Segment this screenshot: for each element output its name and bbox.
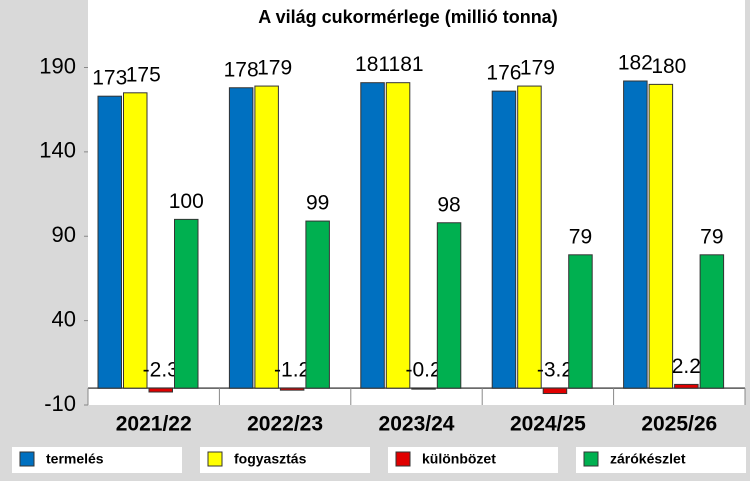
- data-label: 2.2: [672, 355, 701, 378]
- legend-swatch: [395, 451, 411, 467]
- data-label: 182: [618, 52, 653, 75]
- x-tick-label: 2021/22: [116, 413, 192, 436]
- legend-background: [388, 447, 558, 473]
- data-label: 173: [92, 67, 127, 90]
- data-label: 180: [651, 55, 686, 78]
- bar: [305, 220, 330, 389]
- data-label: -3.2: [537, 359, 573, 382]
- bar: [542, 387, 568, 395]
- bar: [228, 87, 254, 389]
- legend-label: termelés: [46, 451, 104, 467]
- data-label: 100: [169, 190, 204, 213]
- legend-label: zárókészlet: [610, 451, 686, 467]
- legend-label: fogyasztás: [234, 451, 307, 467]
- x-tick-label: 2025/26: [641, 413, 717, 436]
- bar: [174, 218, 199, 389]
- data-label: 179: [257, 57, 292, 80]
- bar: [517, 85, 542, 389]
- data-label: 98: [437, 193, 460, 216]
- bar: [436, 222, 462, 389]
- x-tick-label: 2024/25: [510, 413, 586, 436]
- chart-title: A világ cukormérlege (millió tonna): [258, 7, 557, 27]
- bar: [123, 92, 148, 389]
- data-label: 175: [126, 63, 161, 86]
- data-label: -2.3: [143, 359, 179, 382]
- bar: [674, 383, 699, 389]
- bar: [148, 387, 173, 393]
- y-tick-label: 190: [39, 53, 76, 78]
- data-label: 178: [224, 58, 259, 81]
- y-tick-label: -10: [44, 391, 76, 416]
- legend-swatch: [583, 451, 599, 467]
- legend-background: [576, 447, 746, 473]
- data-label: 179: [520, 57, 555, 80]
- legend-label: különbözet: [422, 451, 496, 467]
- bar: [254, 85, 279, 389]
- bar: [623, 80, 648, 389]
- data-label: 79: [569, 225, 592, 248]
- data-label: 181: [389, 53, 424, 76]
- legend-swatch: [207, 451, 223, 467]
- bar: [97, 95, 122, 389]
- bar: [385, 82, 411, 389]
- bar: [411, 387, 436, 390]
- x-tick-label: 2022/23: [247, 413, 323, 436]
- bar: [279, 387, 305, 391]
- bar: [699, 254, 725, 389]
- data-label: 79: [700, 225, 723, 248]
- bar: [648, 83, 674, 389]
- legend-background: [12, 447, 182, 473]
- data-label: 176: [486, 62, 521, 85]
- bar: [568, 254, 593, 389]
- y-tick-label: 90: [52, 222, 76, 247]
- data-label: -1.2: [274, 359, 310, 382]
- data-label: 181: [355, 53, 390, 76]
- legend-background: [200, 447, 370, 473]
- legend-swatch: [19, 451, 35, 467]
- x-tick-label: 2023/24: [379, 413, 455, 436]
- data-label: -0.2: [405, 359, 441, 382]
- y-tick-label: 40: [52, 306, 76, 331]
- data-label: 99: [306, 192, 329, 215]
- y-tick-label: 140: [39, 138, 76, 163]
- bar: [491, 90, 517, 389]
- bar: [360, 82, 385, 389]
